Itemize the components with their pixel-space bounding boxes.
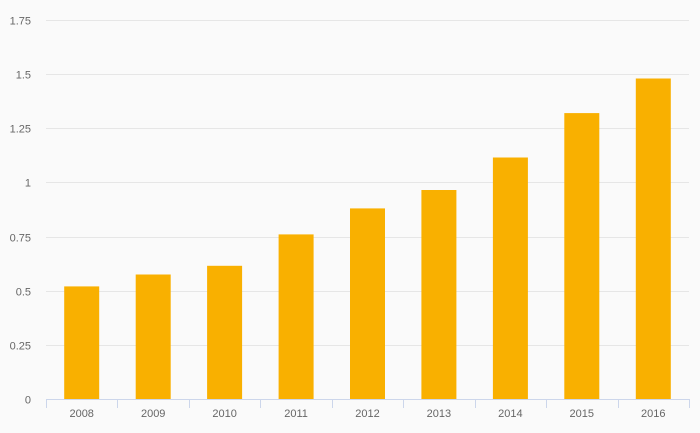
- x-tick-label: 2015: [570, 408, 594, 420]
- x-tick-label: 2013: [427, 408, 451, 420]
- x-tick-label: 2010: [212, 408, 236, 420]
- y-tick-label: 1: [25, 178, 31, 190]
- bar-2009[interactable]: [135, 274, 171, 400]
- x-tick-label: 2009: [141, 408, 165, 420]
- bar-2016[interactable]: [635, 78, 671, 400]
- x-tick-label: 2014: [498, 408, 522, 420]
- bar-2011[interactable]: [278, 234, 314, 399]
- x-tick-label: 2016: [641, 408, 665, 420]
- bar-2010[interactable]: [207, 265, 243, 399]
- y-tick-label: 0.5: [16, 287, 31, 299]
- y-tick-label: 1.25: [10, 124, 31, 136]
- bar-series: [64, 78, 671, 400]
- x-tick-label: 2008: [69, 408, 93, 420]
- x-tick-label: 2012: [355, 408, 379, 420]
- bar-2012[interactable]: [350, 208, 385, 399]
- y-tick-label: 1.75: [10, 16, 31, 28]
- y-tick-label: 0.75: [10, 233, 31, 245]
- y-tick-label: 0: [25, 395, 31, 407]
- bar-2015[interactable]: [564, 113, 600, 399]
- y-tick-label: 1.5: [16, 70, 31, 82]
- x-tick-label: 2011: [284, 408, 308, 420]
- y-tick-label: 0.25: [10, 341, 31, 353]
- bar-2008[interactable]: [64, 286, 100, 399]
- x-axis-labels: 2008 2009 2010 2011 2012 2013 2014 2015 2016: [69, 408, 665, 420]
- bar-2013[interactable]: [421, 190, 457, 399]
- bar-2014[interactable]: [492, 157, 528, 400]
- x-axis: [46, 399, 690, 408]
- y-axis-labels: 0 0.25 0.5 0.75 1 1.25 1.5 1.75: [10, 16, 31, 407]
